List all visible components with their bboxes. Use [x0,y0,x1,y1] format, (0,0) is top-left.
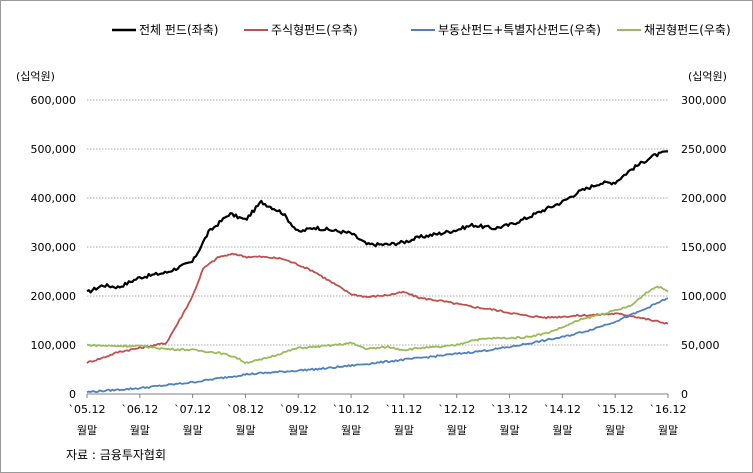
x-tick-label: `10.12 [333,403,370,416]
x-tick-label-sub: 월말 [77,424,97,437]
x-tick-label-sub: 월말 [605,424,625,437]
right-tick-label: 50,000 [681,339,720,352]
x-tick-label-sub: 월말 [288,424,308,437]
x-tick-label-sub: 월말 [341,424,361,437]
left-tick-label: 100,000 [31,339,77,352]
legend-label: 채권형펀드(우축) [644,23,731,37]
right-tick-label: 250,000 [681,143,727,156]
gridlines [87,99,668,346]
series-lines [86,150,669,394]
left-tick-label: 400,000 [31,192,77,205]
x-tick-label-sub: 월말 [447,424,467,437]
right-axis-unit: (십억원) [688,70,727,83]
left-tick-label: 600,000 [31,94,77,107]
x-tick-label-sub: 월말 [499,424,519,437]
x-tick-label: `08.12 [227,403,264,416]
x-tick-label: `09.12 [280,403,317,416]
legend-label: 부동산펀드+특별자산펀드(우축) [438,23,601,37]
left-tick-label: 0 [69,388,76,401]
series-line-3 [86,297,669,394]
series-line-1 [86,150,669,294]
left-tick-label: 300,000 [31,241,77,254]
x-tick-label: `14.12 [544,403,581,416]
right-tick-label: 100,000 [681,290,727,303]
x-tick-label: `05.12 [69,403,106,416]
right-tick-label: 150,000 [681,241,727,254]
x-tick-label: `11.12 [385,403,422,416]
legend-label: 전체 펀드(좌축) [139,23,218,37]
x-tick-label: `12.12 [438,403,475,416]
x-tick-label-sub: 월말 [235,424,255,437]
x-tick-label: `06.12 [121,403,158,416]
series-line-2 [86,252,669,364]
x-tick-label-sub: 월말 [552,424,572,437]
left-tick-label: 200,000 [31,290,77,303]
x-tick-label-sub: 월말 [394,424,414,437]
right-tick-label: 200,000 [681,192,727,205]
x-tick-label: `13.12 [491,403,528,416]
x-tick-label: `15.12 [597,403,634,416]
source-note: 자료 : 금융투자협회 [66,448,166,462]
legend-label: 주식형펀드(우축) [271,23,358,37]
legend: 전체 펀드(좌축) 주식형펀드(우축) 부동산펀드+특별자산펀드(우축) 채권형펀드(… [112,23,731,37]
x-tick-label-sub: 월말 [658,424,678,437]
left-tick-label: 500,000 [31,143,77,156]
right-tick-label: 0 [681,388,688,401]
x-tick-label: `16.12 [650,403,687,416]
left-axis-unit: (십억원) [16,70,55,83]
axes: 0 0 100,000 50,000 200,000 100,000 300,000 150,… [31,94,727,437]
x-tick-label-sub: 월말 [183,424,203,437]
series-line-4 [87,285,669,365]
right-tick-label: 300,000 [681,94,727,107]
x-tick-label-sub: 월말 [130,424,150,437]
x-tick-label: `07.12 [174,403,211,416]
